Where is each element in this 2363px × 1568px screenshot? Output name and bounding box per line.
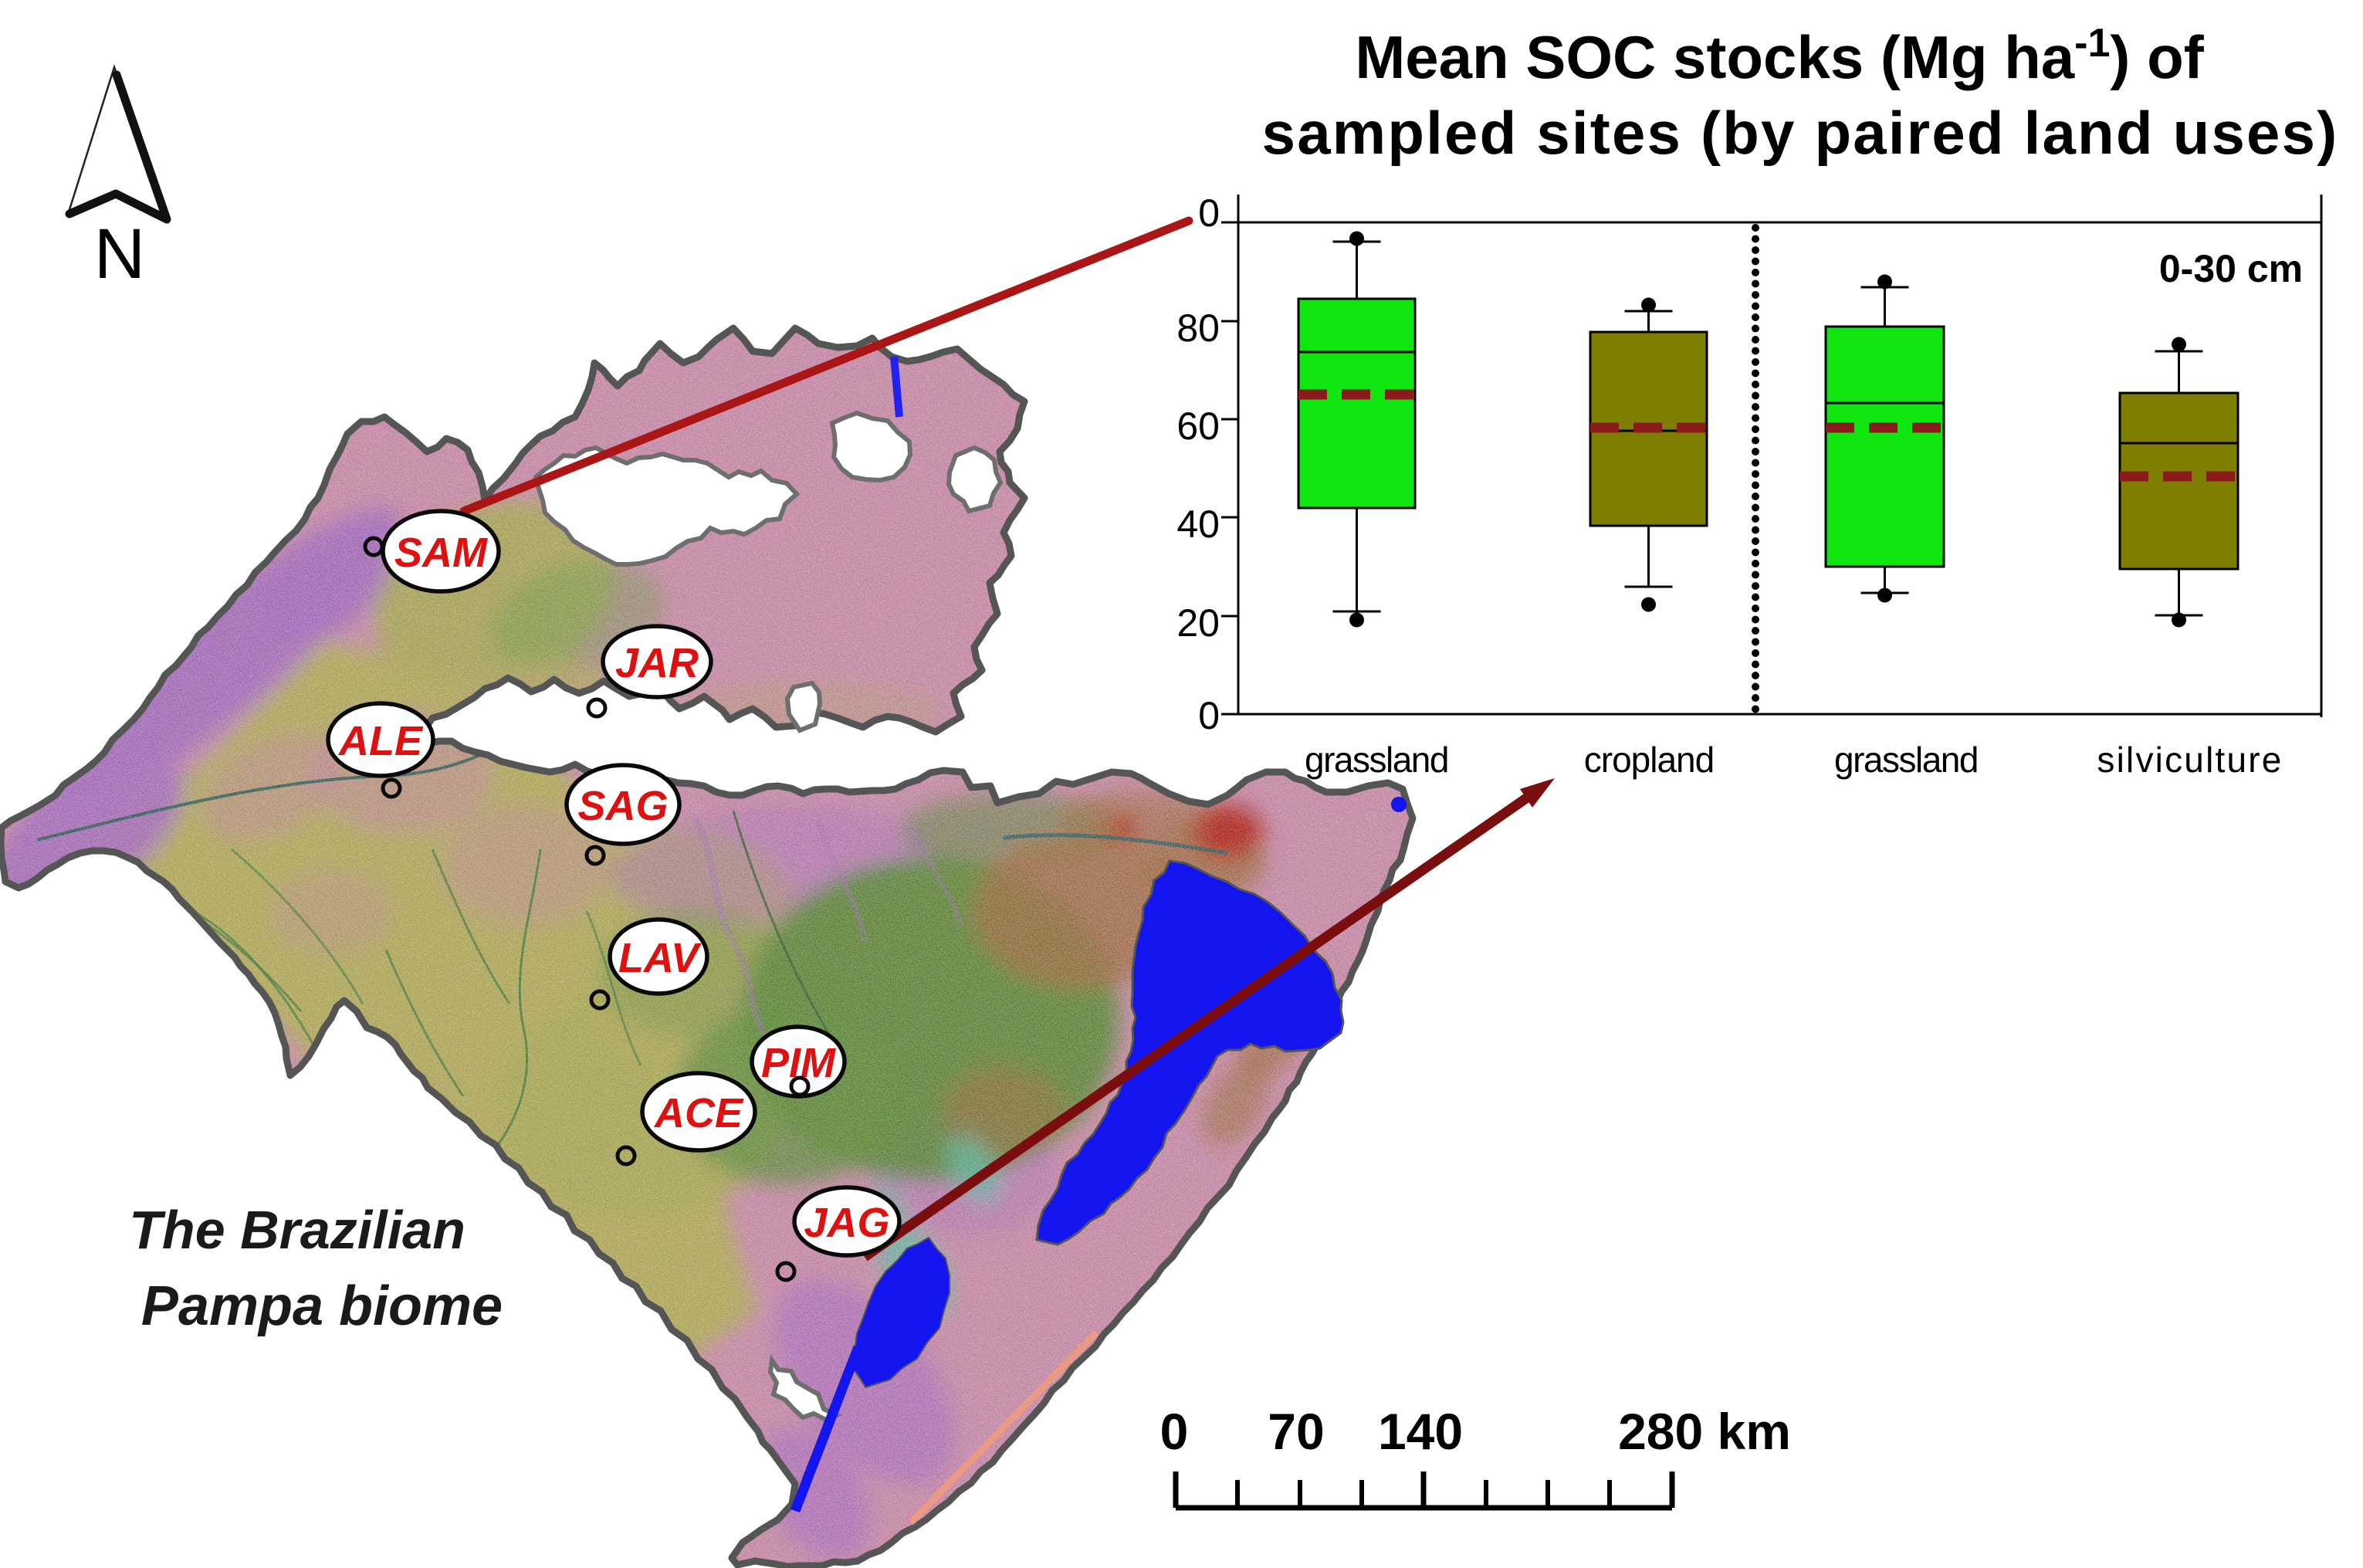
svg-text:280 km: 280 km [1618, 1403, 1791, 1460]
svg-text:silviculture: silviculture [2097, 740, 2283, 780]
svg-text:sampled sites (by paired land: sampled sites (by paired land uses) [1262, 99, 2339, 167]
svg-text:grassland: grassland [1305, 740, 1448, 780]
svg-text:80: 80 [1176, 306, 1220, 350]
svg-text:60: 60 [1176, 405, 1220, 448]
svg-text:JAR: JAR [615, 640, 699, 686]
svg-text:Pampa biome: Pampa biome [141, 1275, 503, 1337]
svg-text:0: 0 [1198, 694, 1220, 737]
svg-text:SAG: SAG [577, 783, 668, 829]
svg-text:N: N [94, 215, 145, 293]
svg-text:0: 0 [1198, 191, 1220, 235]
svg-text:20: 20 [1176, 601, 1220, 645]
svg-text:40: 40 [1176, 503, 1220, 546]
svg-text:grassland: grassland [1834, 740, 1978, 780]
svg-text:70: 70 [1268, 1403, 1324, 1460]
svg-text:JAG: JAG [804, 1200, 889, 1246]
svg-text:LAV: LAV [618, 935, 702, 981]
svg-text:0: 0 [1160, 1403, 1189, 1460]
svg-text:Mean SOC stocks (Mg ha-1) of: Mean SOC stocks (Mg ha-1) of [1355, 21, 2204, 91]
svg-text:0-30 cm: 0-30 cm [2159, 247, 2303, 290]
svg-text:140: 140 [1378, 1403, 1463, 1460]
svg-text:ALE: ALE [337, 718, 424, 764]
svg-text:The Brazilian: The Brazilian [129, 1200, 465, 1260]
svg-text:SAM: SAM [394, 530, 488, 576]
svg-text:ACE: ACE [653, 1090, 744, 1136]
svg-text:cropland: cropland [1584, 740, 1714, 780]
